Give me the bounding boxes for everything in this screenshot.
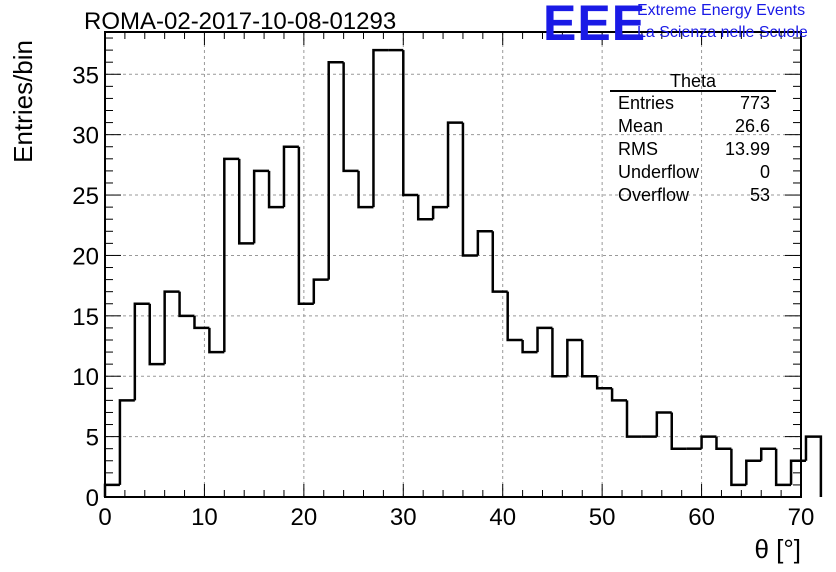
histogram-bin <box>133 302 150 401</box>
stats-value: 26.6 <box>734 116 770 136</box>
histogram-bin <box>178 291 195 318</box>
stats-title: Theta <box>610 70 776 92</box>
histogram-bin <box>342 62 359 173</box>
histogram-bin <box>446 121 463 208</box>
eee-logo: EEE <box>543 0 647 51</box>
histogram-bin <box>715 436 732 450</box>
x-tick-label: 40 <box>489 504 516 531</box>
histogram-bin <box>625 400 642 438</box>
histogram-bin <box>252 169 270 244</box>
histogram-bin <box>223 157 240 353</box>
histogram-bin <box>670 412 687 450</box>
logo-line-2: La Scienza nelle Scuole <box>637 24 808 41</box>
y-tick-label: 30 <box>72 123 99 150</box>
stats-row: Entries 773 <box>610 92 776 115</box>
histogram-bin <box>536 326 553 353</box>
x-tick-label: 50 <box>589 504 616 531</box>
histogram-bin <box>461 122 478 257</box>
histogram-bin <box>431 205 449 220</box>
stats-value: 13.99 <box>724 139 770 159</box>
y-tick-label: 0 <box>86 485 99 512</box>
plot-frame <box>104 31 802 498</box>
x-tick-label: 60 <box>688 504 715 531</box>
histogram-bin <box>237 158 255 245</box>
histogram-bin <box>267 170 284 209</box>
histogram-bin <box>282 145 299 208</box>
stats-value: 773 <box>739 93 770 113</box>
y-tick-label: 15 <box>72 304 99 331</box>
histogram-bin <box>700 435 717 449</box>
stats-value: 53 <box>749 185 770 205</box>
stats-label: Mean <box>618 116 664 136</box>
chart-title: ROMA-02-2017-10-08-01293 <box>84 8 397 35</box>
x-tick-label: 10 <box>191 504 218 531</box>
histogram-bin <box>297 146 314 306</box>
y-tick-label: 5 <box>86 425 99 452</box>
x-tick-label: 0 <box>98 504 111 531</box>
histogram-bin <box>476 230 493 256</box>
stats-row: Mean 26.6 <box>610 115 776 138</box>
histogram-bin <box>745 459 762 485</box>
histogram-bin <box>581 339 598 378</box>
histogram-bin <box>312 278 329 304</box>
histogram-bin <box>730 448 747 487</box>
y-tick-label: 20 <box>72 243 99 270</box>
stats-label: RMS <box>618 139 658 159</box>
histogram-bin <box>759 447 777 461</box>
stats-row: RMS 13.99 <box>610 138 776 161</box>
histogram-bin <box>357 170 374 209</box>
histogram-bin <box>163 290 180 365</box>
histogram-bin <box>148 303 165 366</box>
stats-row: Underflow 0 <box>610 161 776 184</box>
histogram-bin <box>551 327 568 378</box>
histogram-bin <box>372 48 389 208</box>
histogram-bin <box>595 376 613 390</box>
x-tick-label: 20 <box>291 504 318 531</box>
y-tick-label: 25 <box>72 183 99 210</box>
histogram-bin <box>566 338 583 377</box>
histogram-bin <box>118 399 135 485</box>
histogram-bin <box>327 60 344 280</box>
histogram-bin <box>610 388 627 402</box>
histogram-bin <box>655 411 672 437</box>
histogram-bin <box>193 315 210 330</box>
histogram-bin <box>506 291 523 342</box>
y-tick-label: 35 <box>72 62 99 89</box>
stats-label: Overflow <box>618 185 690 205</box>
x-tick-label: 30 <box>390 504 417 531</box>
histogram-bin <box>103 483 120 497</box>
histogram-bin <box>774 448 792 487</box>
logo-line-1: Extreme Energy Events <box>637 2 806 19</box>
histogram-bin <box>521 339 538 354</box>
y-tick-label: 10 <box>72 364 99 391</box>
stats-row: Overflow 53 <box>610 184 776 207</box>
histogram-bin <box>804 435 823 497</box>
histogram-bin <box>416 195 434 221</box>
histogram-bin <box>208 327 225 354</box>
stats-label: Entries <box>618 93 675 113</box>
histogram-bin <box>491 231 508 293</box>
stats-label: Underflow <box>618 162 700 182</box>
stats-box: Theta Entries 773 Mean 26.6 RMS 13.99 Underflo… <box>610 70 776 207</box>
x-axis-label: θ [°] <box>754 534 801 564</box>
stats-value: 0 <box>759 162 770 182</box>
x-tick-label: 70 <box>788 504 815 531</box>
histogram-bin <box>402 50 419 197</box>
y-axis-label: Entries/bin <box>8 40 38 163</box>
